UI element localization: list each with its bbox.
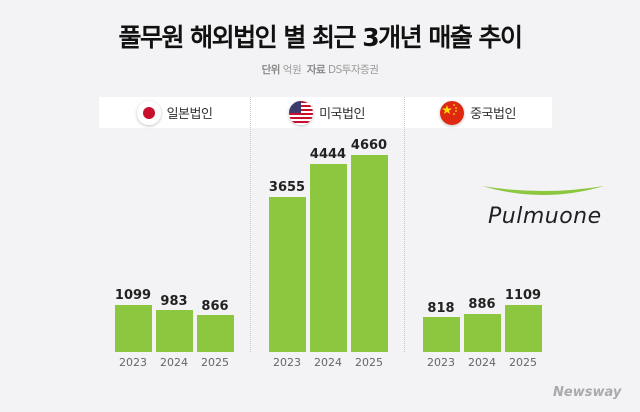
year-label: 2024 bbox=[160, 356, 188, 369]
value-label: 1109 bbox=[504, 288, 542, 303]
bar-usa-2025 bbox=[351, 155, 388, 352]
page-title: 풀무원 해외법인 별 최근 3개년 매출 추이 bbox=[118, 23, 523, 52]
panel-header-china: 중국법인 bbox=[404, 97, 552, 128]
bar-china-2025 bbox=[505, 305, 542, 352]
value-label: 886 bbox=[468, 297, 496, 312]
year-label: 2024 bbox=[468, 356, 496, 369]
bar-china-2023 bbox=[423, 317, 460, 352]
value-label: 818 bbox=[427, 301, 455, 316]
bar-japan-2025 bbox=[197, 315, 234, 352]
panel-header-bar bbox=[99, 97, 552, 128]
bar-usa-2023 bbox=[269, 197, 306, 352]
china-flag-icon bbox=[440, 100, 465, 125]
year-label: 2023 bbox=[273, 356, 301, 369]
value-label: 4660 bbox=[350, 138, 388, 153]
usa-flag-icon bbox=[289, 100, 314, 125]
newsway-watermark: Newsway bbox=[553, 385, 622, 400]
bar-china-2024 bbox=[464, 314, 501, 352]
year-label: 2025 bbox=[509, 356, 537, 369]
panel-header-japan: 일본법인 bbox=[99, 97, 250, 128]
bar-japan-2023 bbox=[115, 305, 152, 352]
year-label: 2025 bbox=[201, 356, 229, 369]
source-label: 자료 bbox=[306, 64, 326, 76]
value-label: 3655 bbox=[268, 180, 306, 195]
value-label: 1099 bbox=[114, 288, 152, 303]
pulmuone-logo: Pulmuone bbox=[488, 204, 602, 229]
value-label: 866 bbox=[201, 299, 229, 314]
panel-divider bbox=[404, 97, 405, 352]
panel-divider bbox=[250, 97, 251, 352]
bar-usa-2024 bbox=[310, 164, 347, 352]
japan-flag-icon bbox=[136, 100, 161, 125]
value-label: 4444 bbox=[309, 147, 347, 162]
pulmuone-swoosh-icon bbox=[482, 186, 604, 195]
year-label: 2025 bbox=[355, 356, 383, 369]
unit-label: 단위 bbox=[261, 64, 281, 76]
panel-label: 미국법인 bbox=[319, 107, 365, 122]
unit-value: 억원 bbox=[282, 64, 302, 76]
subtitle: 단위 억원 자료 DS투자증권 bbox=[0, 62, 640, 77]
panel-header-usa: 미국법인 bbox=[250, 97, 404, 128]
source-value: DS투자증권 bbox=[327, 64, 379, 76]
panel-label: 일본법인 bbox=[166, 107, 213, 122]
value-label: 983 bbox=[160, 294, 188, 309]
panel-label: 중국법인 bbox=[470, 107, 516, 122]
bar-japan-2024 bbox=[156, 310, 193, 352]
year-label: 2023 bbox=[119, 356, 147, 369]
year-label: 2024 bbox=[314, 356, 342, 369]
year-label: 2023 bbox=[427, 356, 455, 369]
